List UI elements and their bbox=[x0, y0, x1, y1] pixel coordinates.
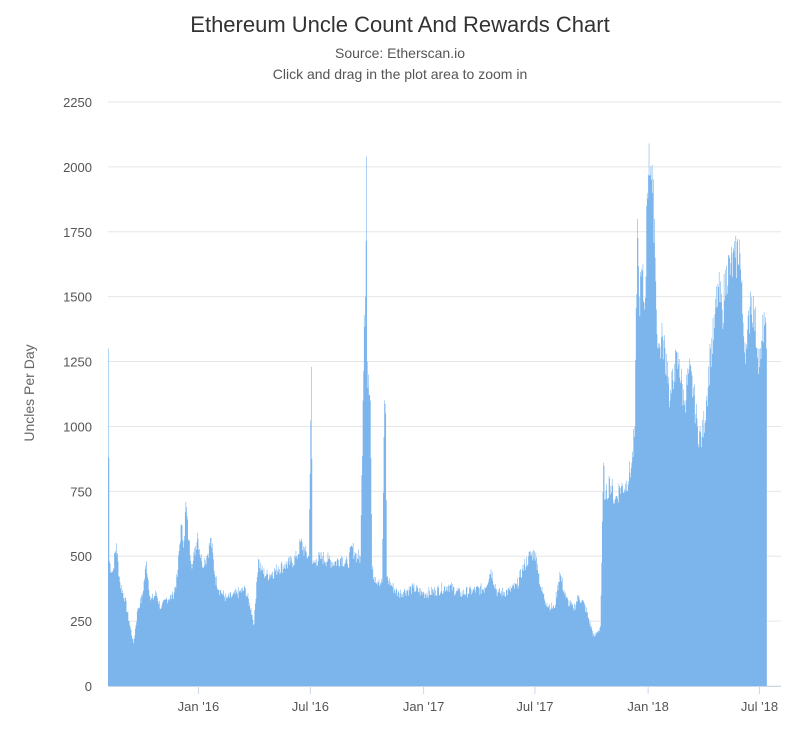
y-tick-label: 2250 bbox=[63, 95, 92, 110]
y-tick-label: 0 bbox=[85, 679, 92, 694]
y-tick-label: 1750 bbox=[63, 225, 92, 240]
x-tick-label: Jul '16 bbox=[292, 699, 329, 714]
y-tick-label: 750 bbox=[70, 484, 92, 499]
series-area bbox=[108, 143, 767, 686]
y-tick-label: 250 bbox=[70, 614, 92, 629]
chart-subtitle: Source: Etherscan.io bbox=[335, 45, 465, 61]
x-tick-label: Jan '17 bbox=[403, 699, 445, 714]
y-tick-label: 1500 bbox=[63, 290, 92, 305]
y-tick-label: 1250 bbox=[63, 355, 92, 370]
series-area-fill bbox=[108, 143, 767, 686]
x-tick-label: Jul '17 bbox=[516, 699, 553, 714]
zoom-hint: Click and drag in the plot area to zoom … bbox=[273, 66, 527, 82]
x-tick-label: Jul '18 bbox=[741, 699, 778, 714]
y-tick-label: 500 bbox=[70, 549, 92, 564]
axes: 0 250 500 750 1000 1250 1500 1750 2000 2250 Jan '1… bbox=[63, 95, 781, 714]
plot-area[interactable] bbox=[108, 102, 781, 686]
series-columns bbox=[108, 143, 767, 686]
x-tick-label: Jan '16 bbox=[178, 699, 220, 714]
y-axis-title: Uncles Per Day bbox=[21, 344, 37, 441]
y-tick-label: 1000 bbox=[63, 419, 92, 434]
chart-title: Ethereum Uncle Count And Rewards Chart bbox=[190, 12, 609, 37]
y-tick-label: 2000 bbox=[63, 160, 92, 175]
x-tick-label: Jan '18 bbox=[627, 699, 669, 714]
